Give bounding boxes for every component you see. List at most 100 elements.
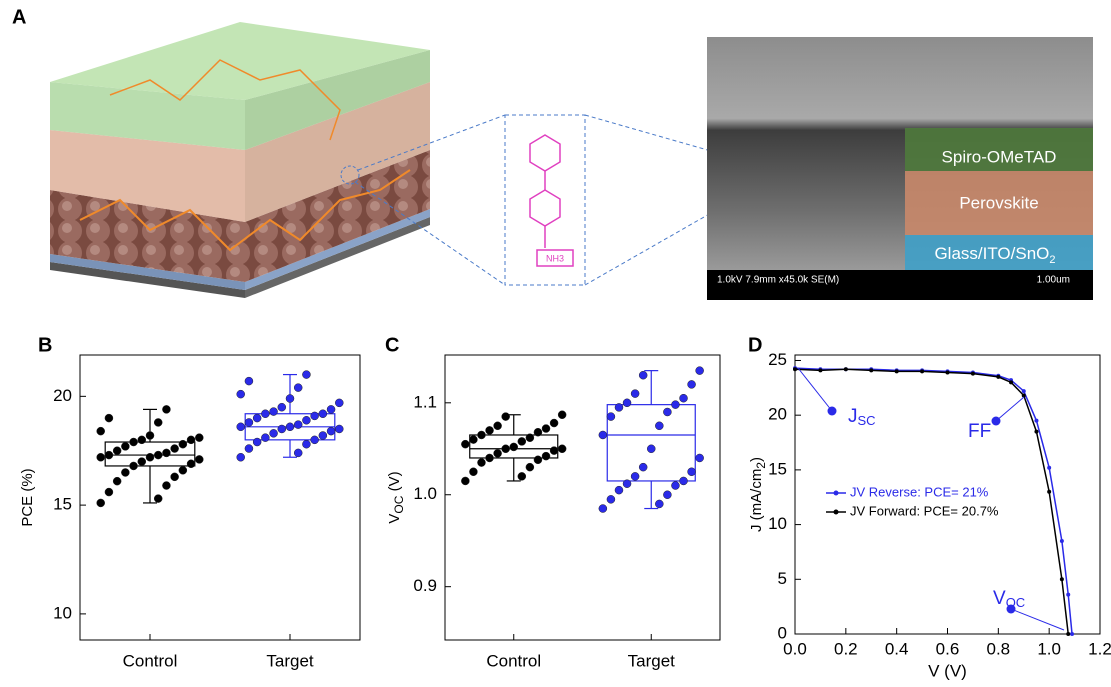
data-point: [615, 403, 623, 411]
y-tick-label: 1.1: [413, 392, 437, 411]
x-tick-label: 0.8: [987, 639, 1011, 658]
layer-label: Spiro-OMeTAD: [942, 147, 1057, 166]
data-point: [655, 500, 663, 508]
data-point: [335, 425, 343, 433]
y-tick-label: 1.0: [413, 484, 437, 503]
jv-point: [1066, 593, 1070, 597]
data-point: [121, 468, 129, 476]
annotation-arrow: [798, 368, 832, 411]
y-tick-label: 5: [778, 569, 787, 588]
data-point: [261, 410, 269, 418]
data-point: [534, 456, 542, 464]
data-point: [542, 452, 550, 460]
data-point: [696, 454, 704, 462]
data-point: [688, 380, 696, 388]
data-point: [494, 422, 502, 430]
box: [607, 405, 695, 481]
data-point: [335, 399, 343, 407]
jv-point: [1034, 419, 1038, 423]
data-point: [113, 447, 121, 455]
panel-label: C: [385, 334, 399, 356]
y-tick-label: 20: [768, 405, 787, 424]
data-point: [502, 445, 510, 453]
legend-marker: [834, 510, 839, 515]
annotation: VOC: [993, 588, 1025, 610]
data-point: [97, 453, 105, 461]
jv-point: [1009, 380, 1013, 384]
data-point: [510, 443, 518, 451]
data-point: [146, 453, 154, 461]
data-point: [631, 390, 639, 398]
data-point: [680, 477, 688, 485]
data-point: [294, 384, 302, 392]
data-point: [171, 445, 179, 453]
data-point: [195, 434, 203, 442]
data-point: [130, 462, 138, 470]
data-point: [599, 505, 607, 513]
data-point: [311, 436, 319, 444]
data-point: [469, 468, 477, 476]
data-point: [526, 434, 534, 442]
x-tick-label: 1.2: [1088, 639, 1111, 658]
data-point: [477, 459, 485, 467]
data-point: [97, 427, 105, 435]
jv-point: [1047, 490, 1051, 494]
data-point: [319, 410, 327, 418]
jv-point: [793, 367, 797, 371]
x-tick-label: 0.0: [783, 639, 807, 658]
legend-marker: [834, 491, 839, 496]
data-point: [286, 395, 294, 403]
y-tick-label: 25: [768, 350, 787, 369]
data-point: [518, 472, 526, 480]
panel-label: D: [748, 334, 762, 356]
data-point: [494, 449, 502, 457]
data-point: [294, 449, 302, 457]
annotation: FF: [968, 421, 991, 442]
data-point: [655, 422, 663, 430]
data-point: [187, 436, 195, 444]
data-point: [502, 413, 510, 421]
data-point: [154, 418, 162, 426]
data-point: [113, 477, 121, 485]
figure: A B C D NH3 Spiro-OMeTAD: [0, 0, 1111, 682]
data-point: [97, 499, 105, 507]
jv-point: [1034, 430, 1038, 434]
data-point: [671, 401, 679, 409]
data-point: [469, 436, 477, 444]
data-point: [261, 434, 269, 442]
data-point: [680, 394, 688, 402]
data-point: [253, 414, 261, 422]
data-point: [105, 451, 113, 459]
plot-frame: [445, 355, 720, 640]
data-point: [518, 437, 526, 445]
data-point: [639, 371, 647, 379]
y-tick-label: 0.9: [413, 576, 437, 595]
jv-point: [996, 375, 1000, 379]
plot-frame: [80, 355, 360, 640]
data-point: [688, 468, 696, 476]
data-point: [138, 458, 146, 466]
jv-curve: [795, 368, 1072, 634]
data-point: [558, 445, 566, 453]
data-point: [138, 436, 146, 444]
data-point: [663, 408, 671, 416]
molecule: [530, 135, 573, 266]
data-point: [663, 491, 671, 499]
jv-point: [920, 369, 924, 373]
jv-point: [1060, 539, 1064, 543]
legend-label: JV Forward: PCE= 20.7%: [850, 503, 999, 518]
data-point: [237, 453, 245, 461]
molecule-label: NH3: [546, 253, 564, 263]
data-point: [286, 423, 294, 431]
jv-point: [1066, 632, 1070, 636]
jv-point: [844, 367, 848, 371]
data-point: [270, 429, 278, 437]
data-point: [327, 427, 335, 435]
data-point: [270, 408, 278, 416]
x-axis-label: V (V): [928, 661, 967, 680]
x-tick-label: 0.6: [936, 639, 960, 658]
x-tick-label: Target: [628, 651, 676, 670]
data-point: [294, 421, 302, 429]
data-point: [461, 477, 469, 485]
jv-point: [895, 369, 899, 373]
